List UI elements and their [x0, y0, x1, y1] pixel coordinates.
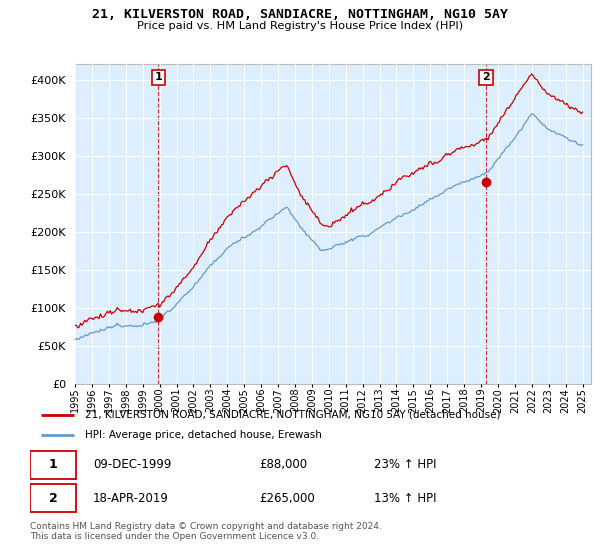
- Text: 23% ↑ HPI: 23% ↑ HPI: [374, 458, 436, 472]
- Text: 2: 2: [482, 72, 490, 82]
- Text: 1: 1: [49, 458, 58, 472]
- Text: 09-DEC-1999: 09-DEC-1999: [93, 458, 171, 472]
- FancyBboxPatch shape: [30, 484, 76, 512]
- FancyBboxPatch shape: [30, 451, 76, 479]
- Text: 1: 1: [154, 72, 162, 82]
- Text: Contains HM Land Registry data © Crown copyright and database right 2024.
This d: Contains HM Land Registry data © Crown c…: [30, 522, 382, 542]
- Text: 21, KILVERSTON ROAD, SANDIACRE, NOTTINGHAM, NG10 5AY: 21, KILVERSTON ROAD, SANDIACRE, NOTTINGH…: [92, 8, 508, 21]
- Text: 21, KILVERSTON ROAD, SANDIACRE, NOTTINGHAM, NG10 5AY (detached house): 21, KILVERSTON ROAD, SANDIACRE, NOTTINGH…: [85, 410, 500, 420]
- Text: £265,000: £265,000: [259, 492, 315, 505]
- Text: £88,000: £88,000: [259, 458, 307, 472]
- Text: Price paid vs. HM Land Registry's House Price Index (HPI): Price paid vs. HM Land Registry's House …: [137, 21, 463, 31]
- Text: 18-APR-2019: 18-APR-2019: [93, 492, 169, 505]
- Text: 2: 2: [49, 492, 58, 505]
- Text: HPI: Average price, detached house, Erewash: HPI: Average price, detached house, Erew…: [85, 430, 322, 440]
- Text: 13% ↑ HPI: 13% ↑ HPI: [374, 492, 436, 505]
